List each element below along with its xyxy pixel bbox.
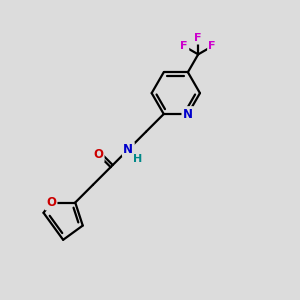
Text: F: F	[180, 41, 188, 51]
Text: N: N	[183, 107, 193, 121]
Text: H: H	[133, 154, 142, 164]
Text: O: O	[46, 196, 56, 209]
Text: F: F	[208, 41, 216, 51]
Text: N: N	[123, 143, 133, 156]
Text: O: O	[93, 148, 103, 161]
Text: F: F	[194, 33, 202, 43]
